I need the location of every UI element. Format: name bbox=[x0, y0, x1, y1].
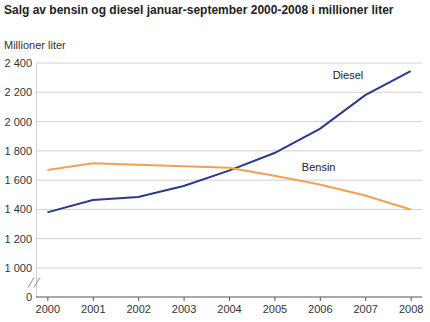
series-line bbox=[47, 163, 410, 209]
y-tick: 1 600 bbox=[4, 174, 36, 186]
grid-line bbox=[36, 238, 422, 239]
y-axis-title: Millioner liter bbox=[4, 39, 66, 51]
x-tick-label: 2002 bbox=[126, 303, 150, 315]
y-tick-label: 1 800 bbox=[4, 145, 32, 157]
x-tick: 2002 bbox=[126, 297, 150, 315]
y-tick-label: 2 400 bbox=[4, 57, 32, 69]
x-tick-label: 2006 bbox=[308, 303, 332, 315]
axis-break-mark bbox=[34, 278, 40, 288]
x-tick-label: 2003 bbox=[172, 303, 196, 315]
grid-line bbox=[36, 180, 422, 181]
x-tick-mark bbox=[47, 297, 48, 301]
y-axis-line bbox=[36, 64, 37, 298]
grid bbox=[36, 63, 422, 268]
x-tick: 2003 bbox=[172, 297, 196, 315]
x-tick-mark bbox=[320, 297, 321, 301]
y-tick: 0 bbox=[26, 291, 36, 303]
grid-line bbox=[36, 92, 422, 93]
axis-break bbox=[28, 278, 40, 288]
x-tick: 2004 bbox=[217, 297, 241, 315]
grid-line bbox=[36, 121, 422, 122]
x-tick: 2001 bbox=[81, 297, 105, 315]
grid-line bbox=[36, 150, 422, 151]
x-tick: 2008 bbox=[399, 297, 423, 315]
x-tick-mark bbox=[138, 297, 139, 301]
grid-line bbox=[36, 268, 422, 269]
grid-line bbox=[36, 209, 422, 210]
x-tick-mark bbox=[93, 297, 94, 301]
x-tick-mark bbox=[411, 297, 412, 301]
y-tick-label: 2 000 bbox=[4, 116, 32, 128]
x-tick: 2005 bbox=[263, 297, 287, 315]
y-tick: 1 800 bbox=[4, 145, 36, 157]
x-tick-label: 2000 bbox=[36, 303, 60, 315]
x-tick-label: 2008 bbox=[399, 303, 423, 315]
x-tick-label: 2007 bbox=[353, 303, 377, 315]
x-tick-label: 2004 bbox=[217, 303, 241, 315]
y-tick: 2 000 bbox=[4, 116, 36, 128]
x-tick-mark bbox=[184, 297, 185, 301]
x-axis: 2000 2001 2002 2003 2004 2005 2006 2007 2008 bbox=[36, 297, 424, 315]
title: Salg av bensin og diesel januar-septembe… bbox=[4, 3, 394, 17]
y-tick-label: 0 bbox=[26, 291, 32, 303]
chart: Salg av bensin og diesel januar-septembe… bbox=[0, 0, 430, 322]
y-tick: 1 000 bbox=[4, 262, 36, 274]
y-tick-label: 1 200 bbox=[4, 233, 32, 245]
x-tick: 2006 bbox=[308, 297, 332, 315]
x-tick-mark bbox=[274, 297, 275, 301]
y-tick: 1 200 bbox=[4, 233, 36, 245]
x-tick-mark bbox=[365, 297, 366, 301]
y-tick: 2 400 bbox=[4, 57, 36, 69]
x-tick-label: 2005 bbox=[263, 303, 287, 315]
y-axis: 0 1 000 1 200 1 400 1 600 1 800 2 000 2 200 2 40… bbox=[4, 57, 36, 303]
x-tick-label: 2001 bbox=[81, 303, 105, 315]
y-tick: 1 400 bbox=[4, 203, 36, 215]
y-tick-label: 1 400 bbox=[4, 203, 32, 215]
series-label: Diesel bbox=[333, 69, 364, 81]
x-tick-mark bbox=[229, 297, 230, 301]
plot-area bbox=[47, 71, 410, 212]
y-tick-label: 1 600 bbox=[4, 174, 32, 186]
grid-line bbox=[36, 63, 422, 64]
x-tick: 2000 bbox=[36, 297, 60, 315]
series-label: Bensin bbox=[302, 161, 336, 173]
x-tick: 2007 bbox=[353, 297, 377, 315]
axis-break-mark bbox=[28, 278, 34, 288]
y-tick-label: 2 200 bbox=[4, 86, 32, 98]
series-line bbox=[47, 71, 410, 212]
y-tick: 2 200 bbox=[4, 86, 36, 98]
y-tick-label: 1 000 bbox=[4, 262, 32, 274]
